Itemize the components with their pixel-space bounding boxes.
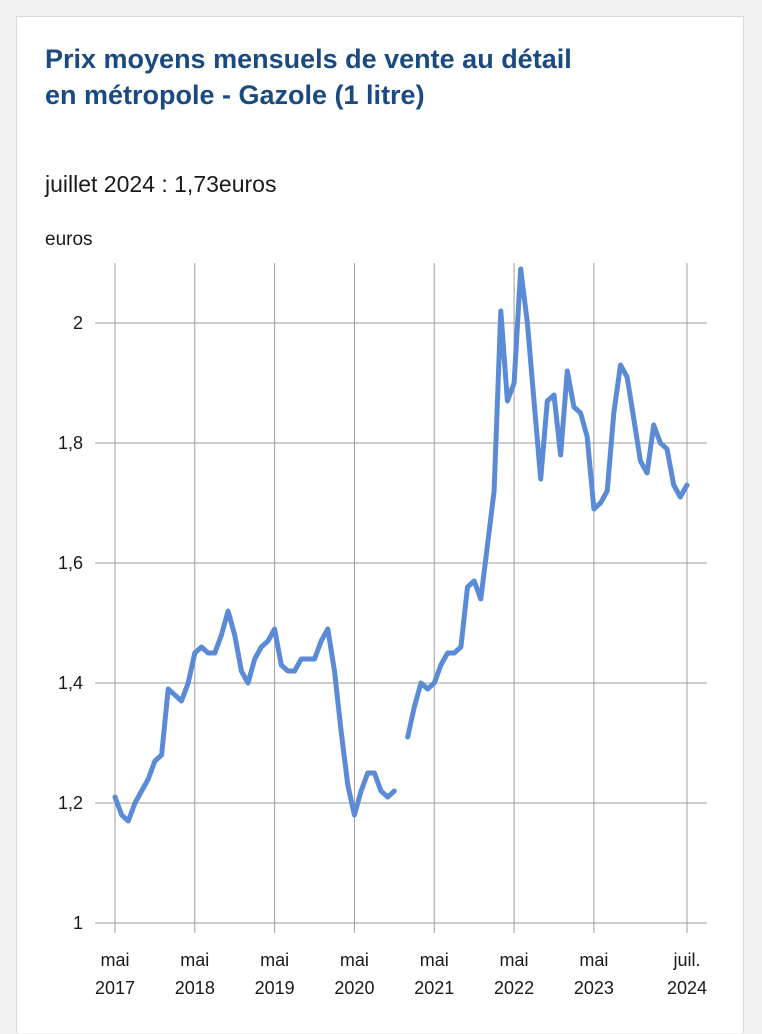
- x-tick-label-year: 2019: [255, 978, 295, 998]
- series-line: [112, 266, 690, 824]
- x-tick-label-year: 2017: [95, 978, 135, 998]
- x-tick-label: mai: [260, 950, 289, 970]
- x-tick-label-year: 2020: [334, 978, 374, 998]
- chart-title: Prix moyens mensuels de vente au détail …: [45, 44, 572, 110]
- y-tick-label: 1,6: [58, 553, 83, 573]
- x-tick-label-year: 2021: [414, 978, 454, 998]
- y-tick-label: 1,8: [58, 433, 83, 453]
- line-chart: 1 1,2 1,4 1,6 1,8 2 mai 2017 mai 2018 mai 2019 mai 20…: [58, 263, 707, 998]
- x-tick-label: mai: [579, 950, 608, 970]
- x-tick-label-year: 2022: [494, 978, 534, 998]
- y-tick-label: 1,4: [58, 673, 83, 693]
- x-tick-label: mai: [340, 950, 369, 970]
- x-tick-label: juil.: [672, 950, 700, 970]
- y-tick-label: 1: [73, 913, 83, 933]
- x-tick-label-year: 2018: [175, 978, 215, 998]
- chart-card: Prix moyens mensuels de vente au détail …: [16, 16, 744, 1033]
- x-tick-label-year: 2024: [667, 978, 707, 998]
- x-tick-label: mai: [500, 950, 529, 970]
- y-axis-unit-label: euros: [45, 229, 93, 250]
- x-tick-label: mai: [420, 950, 449, 970]
- x-tick-label: mai: [100, 950, 129, 970]
- y-tick-label: 2: [73, 313, 83, 333]
- chart-subtitle: juillet 2024 : 1,73euros: [45, 171, 277, 197]
- y-tick-label: 1,2: [58, 793, 83, 813]
- x-tick-label: mai: [180, 950, 209, 970]
- x-tick-label-year: 2023: [574, 978, 614, 998]
